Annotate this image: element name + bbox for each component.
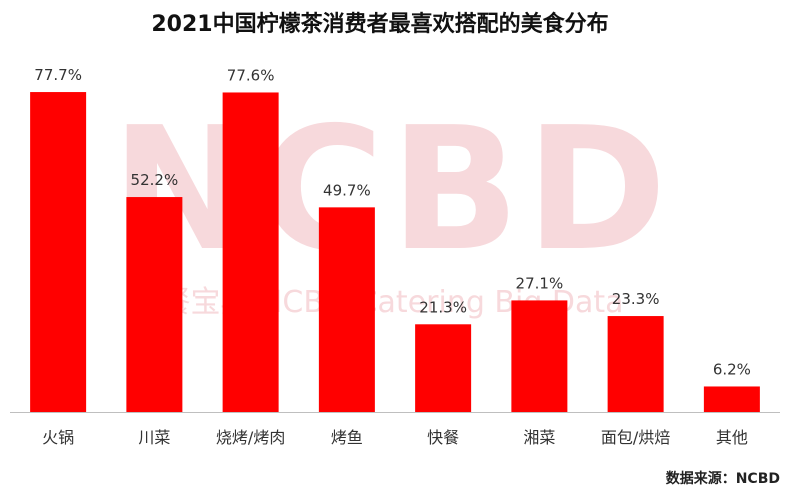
bar-6 [511, 300, 568, 412]
x-tick-label-1: 火锅 [42, 428, 74, 447]
watermark: NCBD 餐宝典 NCBD Catering Big Data [111, 91, 673, 320]
value-label-7: 23.3% [612, 290, 660, 308]
bar-7 [607, 316, 664, 412]
x-tick-label-6: 湘菜 [523, 428, 555, 447]
bar-3 [222, 92, 279, 413]
x-tick-label-5: 快餐 [427, 428, 459, 447]
x-tick-label-2: 川菜 [138, 428, 170, 447]
bar-8 [703, 386, 760, 412]
value-label-4: 49.7% [323, 181, 371, 199]
chart-title: 2021中国柠檬茶消费者最喜欢搭配的美食分布 [151, 12, 609, 37]
value-label-5: 21.3% [419, 298, 467, 316]
value-label-2: 52.2% [131, 171, 179, 189]
x-tick-label-3: 烧烤/烤肉 [216, 428, 285, 447]
value-labels: 77.7% 52.2% 77.6% 49.7% 21.3% 27.1% 23.3% 6.2% [34, 66, 751, 378]
bars [30, 92, 760, 413]
x-tick-labels: 火锅 川菜 烧烤/烤肉 烤鱼 快餐 湘菜 面包/烘焙 其他 [42, 428, 748, 447]
x-tick-label-4: 烤鱼 [331, 428, 363, 447]
bar-2 [126, 197, 183, 412]
value-label-6: 27.1% [516, 274, 564, 292]
source-note: 数据来源：NCBD [665, 471, 780, 487]
x-tick-label-8: 其他 [716, 428, 748, 447]
watermark-main: NCBD [111, 91, 673, 289]
value-label-3: 77.6% [227, 66, 275, 84]
bar-4 [318, 207, 375, 412]
value-label-8: 6.2% [713, 360, 751, 378]
bar-1 [30, 92, 87, 412]
value-label-1: 77.7% [34, 66, 82, 84]
bar-5 [415, 324, 472, 412]
x-tick-label-7: 面包/烘焙 [601, 428, 670, 447]
